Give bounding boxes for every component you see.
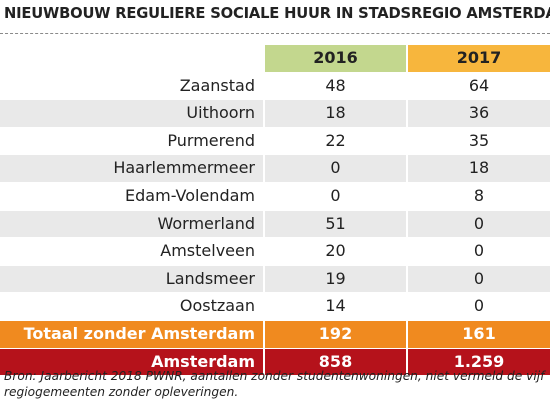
value-2016: 0 xyxy=(263,154,407,183)
row-label: Landsmeer xyxy=(0,265,264,293)
chart-title: NIEUWBOUW REGULIERE SOCIALE HUUR IN STAD… xyxy=(4,4,550,22)
row-label: Purmerend xyxy=(167,130,255,150)
value-2017: 0 xyxy=(406,210,550,238)
header-blank-cell xyxy=(0,45,264,73)
value-2016: 18 xyxy=(263,99,407,128)
table-row: Edam-Volendam 0 8 xyxy=(0,182,550,211)
data-table: 2016 2017 Zaanstad 48 64 Uithoorn 18 36 Purmer… xyxy=(0,45,550,376)
source-note: Bron: Jaarbericht 2018 PWNR, aantallen z… xyxy=(4,369,545,399)
row-label: Amstelveen xyxy=(160,241,255,261)
table-row: Haarlemmermeer 0 18 xyxy=(0,154,550,183)
value-2017: 1.259 xyxy=(406,348,550,376)
value-2016: 0 xyxy=(263,182,407,211)
total-row: Totaal zonder Amsterdam 192 161 xyxy=(0,320,550,349)
value-2016: 22 xyxy=(263,127,407,155)
table-row: Wormerland 51 0 xyxy=(0,210,550,238)
table-row: Zaanstad 48 64 xyxy=(0,72,550,100)
value-2016: 858 xyxy=(263,348,407,376)
value-2017: 8 xyxy=(406,182,550,211)
value-2016: 192 xyxy=(263,320,407,349)
row-label: Edam-Volendam xyxy=(125,185,255,205)
row-label: Amsterdam xyxy=(0,348,264,376)
title-divider xyxy=(0,33,550,34)
value-2017: 0 xyxy=(406,292,550,321)
value-2017: 18 xyxy=(406,154,550,183)
header-row: 2016 2017 xyxy=(0,45,550,73)
value-2016: 48 xyxy=(263,72,407,100)
value-2017: 35 xyxy=(406,127,550,155)
table-row: Amstelveen 20 0 xyxy=(0,237,550,266)
column-header-2016: 2016 xyxy=(263,45,407,73)
value-2016: 19 xyxy=(263,265,407,293)
value-2017: 36 xyxy=(406,99,550,128)
row-label: Totaal zonder Amsterdam xyxy=(0,320,264,349)
value-2016: 51 xyxy=(263,210,407,238)
table-row: Purmerend 22 35 xyxy=(0,127,550,155)
value-2016: 14 xyxy=(263,292,407,321)
row-label: Uithoorn xyxy=(0,99,264,128)
value-2017: 161 xyxy=(406,320,550,349)
row-label: Oostzaan xyxy=(179,296,255,316)
row-label: Haarlemmermeer xyxy=(0,154,264,183)
table-row: Landsmeer 19 0 xyxy=(0,265,550,293)
value-2016: 20 xyxy=(263,237,407,266)
row-label: Wormerland xyxy=(0,210,264,238)
row-label: Zaanstad xyxy=(179,75,255,95)
amsterdam-row: Amsterdam 858 1.259 xyxy=(0,348,550,376)
table-row: Oostzaan 14 0 xyxy=(0,292,550,321)
value-2017: 0 xyxy=(406,265,550,293)
value-2017: 64 xyxy=(406,72,550,100)
table-row: Uithoorn 18 36 xyxy=(0,99,550,128)
value-2017: 0 xyxy=(406,237,550,266)
column-header-2017: 2017 xyxy=(406,45,550,73)
